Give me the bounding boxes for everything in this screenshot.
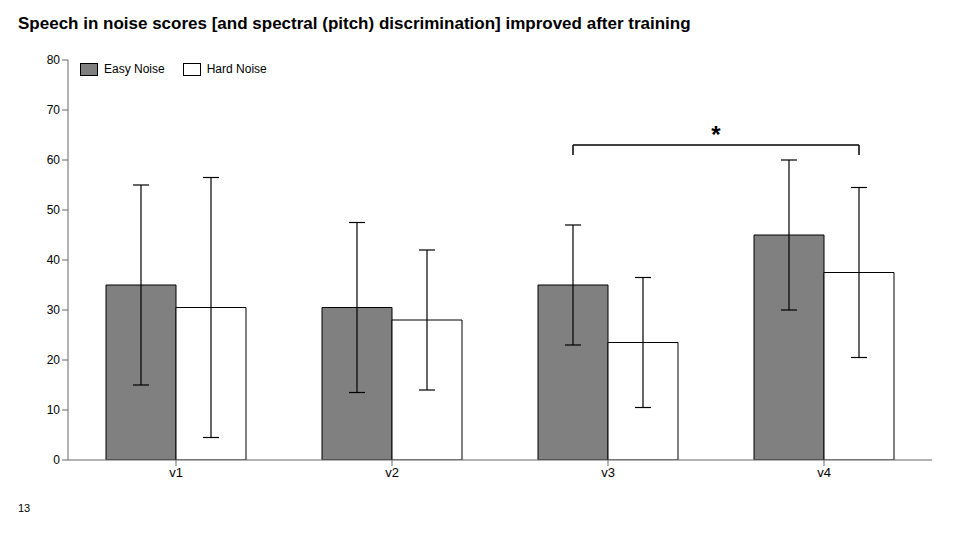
svg-text:v2: v2 — [385, 465, 399, 480]
html-text:Easy Noise: Easy Noise — [104, 62, 165, 76]
svg-text:80: 80 — [47, 53, 61, 67]
svg-text:v3: v3 — [601, 465, 615, 480]
svg-text:50: 50 — [47, 203, 61, 217]
svg-text:v4: v4 — [817, 465, 831, 480]
svg-text:30: 30 — [47, 303, 61, 317]
html-text:13: 13 — [18, 502, 31, 514]
svg-text:v1: v1 — [169, 465, 183, 480]
svg-text:10: 10 — [47, 403, 61, 417]
html-text:Hard Noise: Hard Noise — [206, 62, 267, 76]
svg-text:20: 20 — [47, 353, 61, 367]
svg-text:60: 60 — [47, 153, 61, 167]
html-text:Speech in noise scores [and sp: Speech in noise scores [and spectral (pi… — [18, 14, 691, 33]
svg-text:70: 70 — [47, 103, 61, 117]
svg-text:0: 0 — [53, 453, 60, 467]
svg-text:40: 40 — [47, 253, 61, 267]
svg-text:*: * — [711, 121, 721, 148]
